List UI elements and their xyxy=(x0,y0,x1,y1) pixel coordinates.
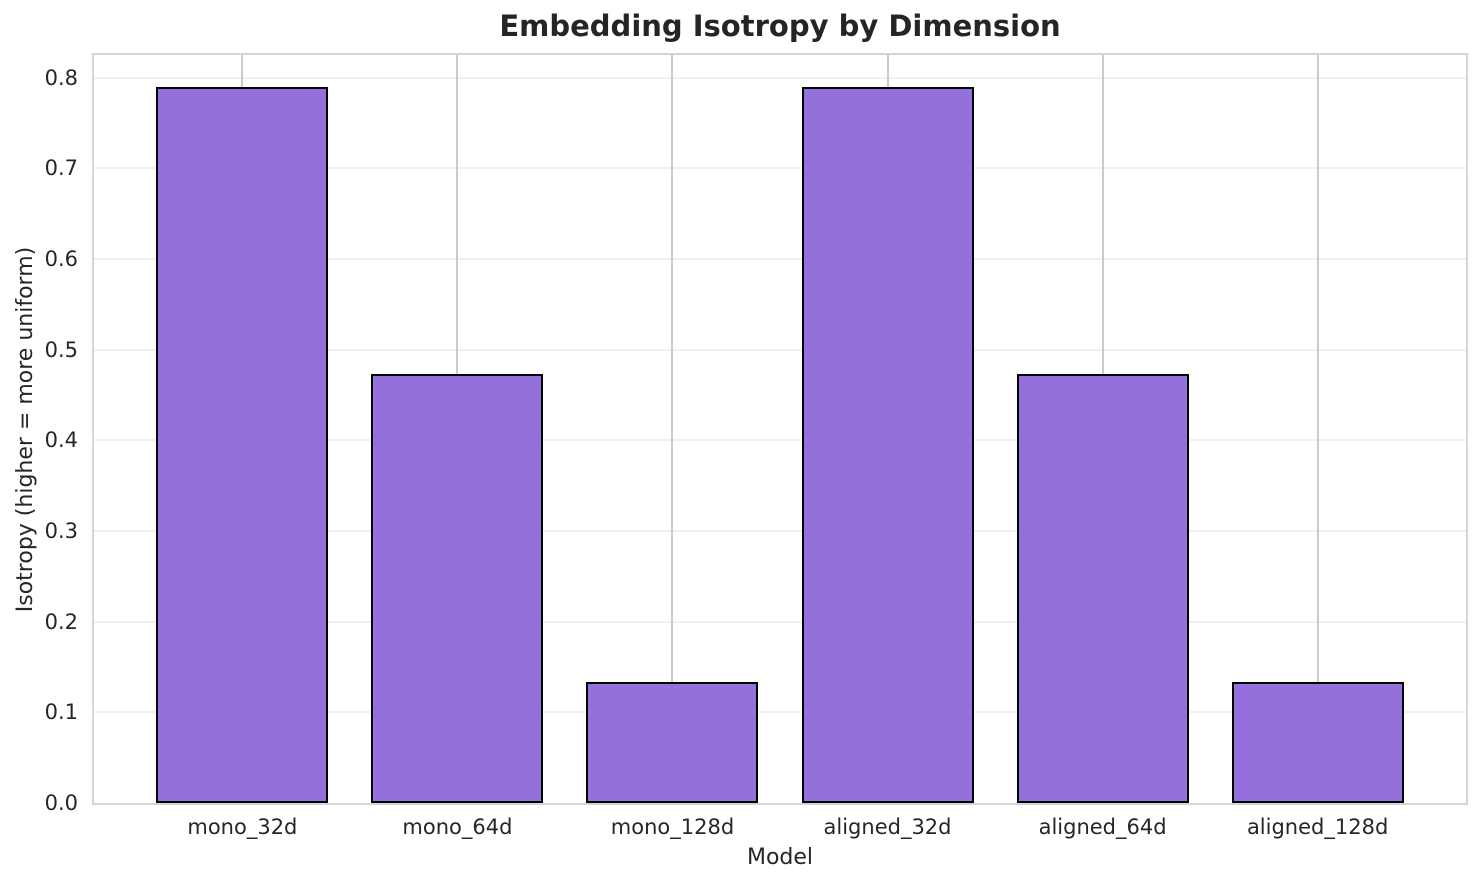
h-gridline xyxy=(94,258,1466,260)
x-axis-label: Model xyxy=(746,845,814,870)
bar-mono_128d xyxy=(586,681,759,803)
x-tick-label: aligned_32d xyxy=(823,815,952,839)
x-axis: mono_32d mono_64d mono_128d aligned_32d alig… xyxy=(94,812,1466,844)
y-tick-label: 0.6 xyxy=(44,247,78,271)
h-gridline xyxy=(94,439,1466,442)
h-gridline xyxy=(94,530,1466,532)
y-tick-label: 0.7 xyxy=(44,156,78,181)
plot-area xyxy=(92,53,1468,805)
x-tick-label: mono_128d xyxy=(610,815,735,839)
h-gridline xyxy=(94,348,1466,351)
x-tick-label: mono_32d xyxy=(187,815,298,839)
bar-mono_32d xyxy=(156,86,329,803)
bar-aligned_32d xyxy=(801,86,974,803)
x-tick-label: mono_64d xyxy=(402,815,513,839)
x-tick-label: aligned_128d xyxy=(1246,815,1389,839)
chart-title: Embedding Isotropy by Dimension xyxy=(499,9,1061,43)
y-tick-label: 0.4 xyxy=(44,428,78,453)
x-tick-label: aligned_64d xyxy=(1038,815,1167,839)
y-tick-label: 0.2 xyxy=(44,609,78,634)
v-gridline xyxy=(1316,55,1319,803)
bar-aligned_128d xyxy=(1231,681,1404,803)
y-tick-label: 0.5 xyxy=(44,337,78,362)
h-gridline xyxy=(94,76,1466,79)
y-tick-label: 0.1 xyxy=(44,700,78,725)
bar-aligned_64d xyxy=(1016,374,1189,803)
y-axis: 0.0 0.1 0.2 0.3 0.4 0.5 0.6 0.7 0.8 xyxy=(0,55,86,815)
y-tick-label: 0.0 xyxy=(44,791,78,815)
v-gridline xyxy=(671,55,674,803)
y-tick-label: 0.8 xyxy=(44,65,78,90)
bar-mono_64d xyxy=(371,374,544,803)
h-gridline xyxy=(94,167,1466,170)
y-tick-label: 0.3 xyxy=(44,519,78,543)
h-gridline xyxy=(94,711,1466,714)
h-gridline xyxy=(94,620,1466,623)
